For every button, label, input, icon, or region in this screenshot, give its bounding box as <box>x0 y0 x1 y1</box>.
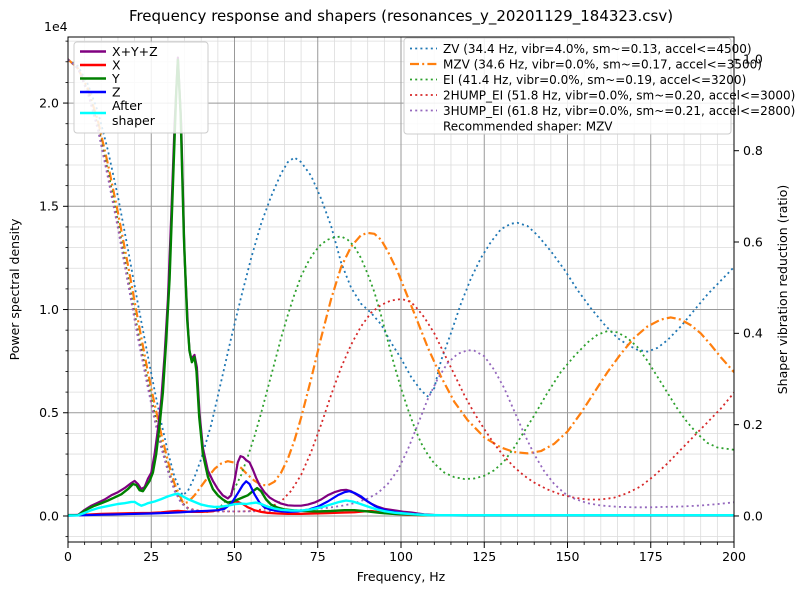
series-3hump-ei <box>68 58 734 513</box>
x-tick-label: 175 <box>639 549 663 564</box>
legend-shapers: ZV (34.4 Hz, vibr=4.0%, sm~=0.13, accel<… <box>403 37 795 135</box>
y-right-tick-label: 0.0 <box>743 508 763 523</box>
series <box>68 56 734 517</box>
series-mzv <box>68 58 734 505</box>
y-axis-label-left: Power spectral density <box>7 218 22 360</box>
legend-shapers-box <box>403 37 732 135</box>
legend-shaper-label: MZV (34.6 Hz, vibr=0.0%, sm~=0.17, accel… <box>443 57 762 71</box>
y-right-tick-label: 0.2 <box>743 417 763 432</box>
x-tick-label: 100 <box>389 549 413 564</box>
x-tick-label: 25 <box>143 549 159 564</box>
x-tick-label: 150 <box>556 549 580 564</box>
y-axis-label-right: Shaper vibration reduction (ratio) <box>775 185 790 395</box>
x-axis-label: Frequency, Hz <box>357 569 446 584</box>
legend-shaper-label: 3HUMP_EI (61.8 Hz, vibr=0.0%, sm~=0.21, … <box>443 104 795 118</box>
x-tick-label: 0 <box>64 549 72 564</box>
y-left-tick-label: 1.0 <box>39 302 59 317</box>
x-tick-label: 50 <box>227 549 243 564</box>
legend-psd-box <box>73 41 209 134</box>
legend-shaper-label: ZV (34.4 Hz, vibr=4.0%, sm~=0.13, accel<… <box>443 42 752 56</box>
legend-label: shaper <box>112 113 156 128</box>
y-right-tick-label: 0.8 <box>743 143 763 158</box>
legend-label: Y <box>111 71 120 86</box>
legend-label: X+Y+Z <box>112 44 158 59</box>
legend-label: X <box>112 57 121 72</box>
y-right-tick-label: 1.0 <box>743 52 763 67</box>
legend-recommended-shaper: Recommended shaper: MZV <box>443 119 613 133</box>
series-y <box>68 58 734 517</box>
x-tick-label: 200 <box>722 549 746 564</box>
legend-label: Z <box>112 84 121 99</box>
series-after-shaper <box>68 492 734 517</box>
y-left-tick-label: 0.0 <box>39 508 59 523</box>
x-tick-label: 75 <box>310 549 326 564</box>
y-left-tick-label: 0.5 <box>39 405 59 420</box>
chart-title: Frequency response and shapers (resonanc… <box>129 7 673 26</box>
legend-shaper-label: 2HUMP_EI (51.8 Hz, vibr=0.0%, sm~=0.20, … <box>443 88 795 102</box>
x-tick-label: 125 <box>472 549 496 564</box>
legend-shaper-label: EI (41.4 Hz, vibr=0.0%, sm~=0.19, accel<… <box>443 73 746 87</box>
y-left-tick-label: 2.0 <box>39 95 59 110</box>
axes-ticks <box>63 40 739 548</box>
legend-label: After <box>112 98 143 113</box>
y-axis-offset-text: 1e4 <box>44 19 68 34</box>
y-right-tick-label: 0.6 <box>743 234 763 249</box>
y-right-tick-label: 0.4 <box>743 326 763 341</box>
y-left-tick-label: 1.5 <box>39 199 59 214</box>
